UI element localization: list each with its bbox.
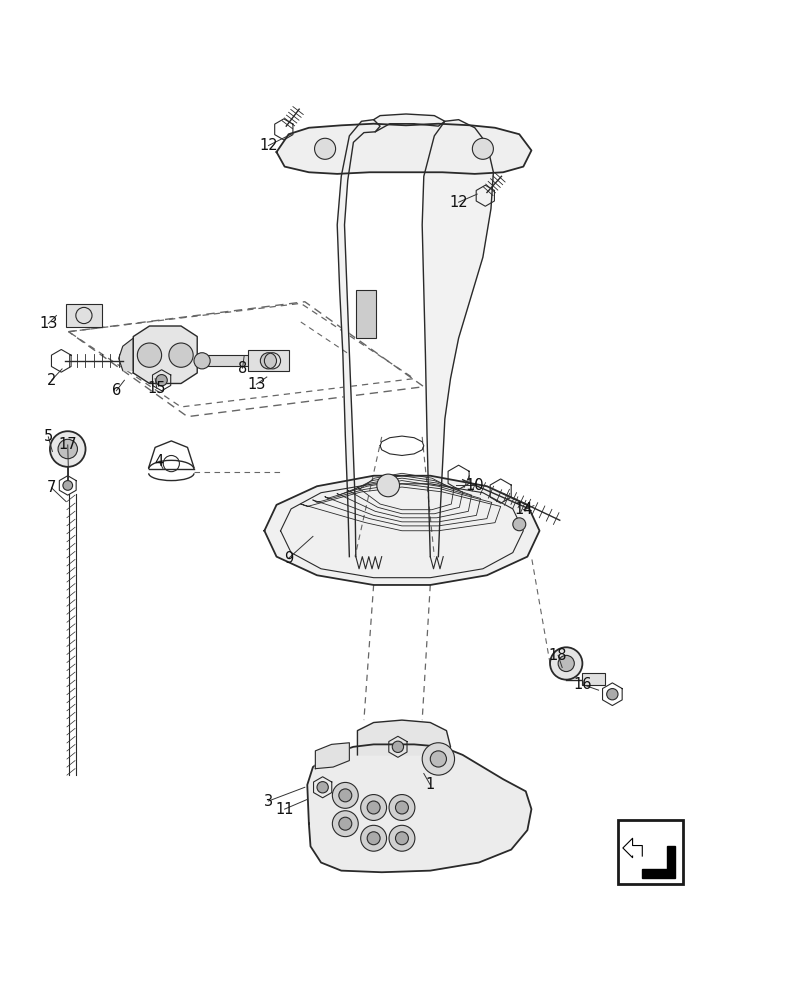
Text: 6: 6: [112, 383, 121, 398]
Circle shape: [513, 518, 525, 531]
Polygon shape: [118, 338, 133, 371]
Circle shape: [169, 343, 193, 367]
Text: 5: 5: [44, 429, 53, 444]
Circle shape: [376, 474, 399, 497]
Text: 9: 9: [284, 551, 293, 566]
Text: 18: 18: [548, 648, 567, 663]
Circle shape: [316, 782, 328, 793]
Circle shape: [137, 343, 161, 367]
Circle shape: [338, 817, 351, 830]
Polygon shape: [264, 476, 539, 585]
Text: 12: 12: [448, 195, 467, 210]
Circle shape: [395, 801, 408, 814]
Text: 4: 4: [154, 454, 164, 469]
Circle shape: [360, 825, 386, 851]
Bar: [617, 820, 682, 884]
Bar: [248, 350, 288, 371]
Circle shape: [549, 647, 581, 680]
Circle shape: [557, 655, 573, 672]
Text: 13: 13: [39, 316, 58, 331]
Circle shape: [332, 811, 358, 837]
Circle shape: [314, 138, 335, 159]
Polygon shape: [373, 114, 444, 132]
Bar: [202, 355, 268, 366]
Circle shape: [388, 825, 414, 851]
Circle shape: [395, 832, 408, 845]
Text: 17: 17: [58, 437, 77, 452]
Circle shape: [367, 832, 380, 845]
Polygon shape: [133, 326, 197, 383]
Text: 3: 3: [264, 794, 272, 809]
Polygon shape: [307, 744, 530, 872]
Circle shape: [422, 743, 454, 775]
Polygon shape: [337, 120, 380, 557]
Text: 8: 8: [238, 361, 247, 376]
Bar: [355, 290, 375, 338]
Circle shape: [156, 375, 167, 386]
Circle shape: [430, 751, 446, 767]
Circle shape: [50, 431, 85, 467]
Circle shape: [194, 353, 210, 369]
Text: 7: 7: [47, 480, 56, 495]
Circle shape: [606, 689, 617, 700]
Circle shape: [58, 439, 77, 459]
Text: 12: 12: [259, 138, 277, 153]
Text: 16: 16: [573, 677, 591, 692]
Circle shape: [360, 795, 386, 820]
Text: 15: 15: [148, 381, 165, 396]
Circle shape: [392, 741, 403, 752]
Circle shape: [472, 138, 493, 159]
Circle shape: [338, 789, 351, 802]
Text: 11: 11: [275, 802, 294, 817]
Bar: [581, 673, 604, 685]
Text: 1: 1: [425, 777, 435, 792]
Circle shape: [367, 801, 380, 814]
Polygon shape: [422, 120, 493, 557]
Polygon shape: [642, 846, 675, 878]
Polygon shape: [315, 743, 349, 769]
Circle shape: [388, 795, 414, 820]
Circle shape: [62, 481, 72, 490]
Polygon shape: [357, 720, 450, 755]
Text: 10: 10: [465, 478, 483, 493]
Bar: [66, 304, 101, 327]
Polygon shape: [277, 124, 530, 174]
Text: 2: 2: [47, 373, 56, 388]
Circle shape: [332, 782, 358, 808]
Text: 13: 13: [247, 377, 265, 392]
Text: 14: 14: [513, 502, 532, 517]
Polygon shape: [622, 838, 642, 858]
Circle shape: [260, 353, 277, 369]
